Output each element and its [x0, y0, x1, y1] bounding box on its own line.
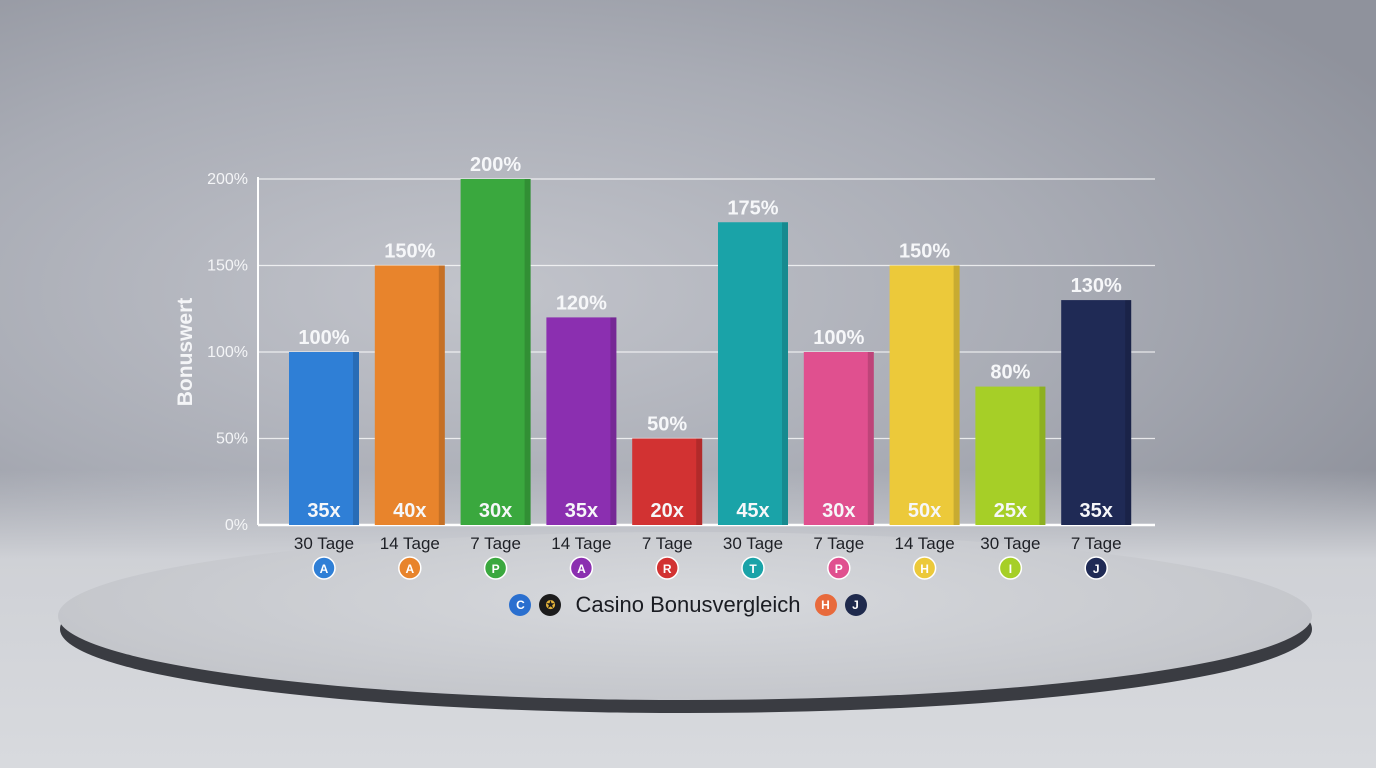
wagering-label: 50x: [908, 500, 941, 522]
bar: [374, 265, 445, 525]
x-tick-label: 7 Tage: [813, 534, 864, 553]
category-badge-icon: [655, 556, 679, 580]
bar-shade: [953, 265, 960, 525]
y-tick-label: 100%: [207, 344, 248, 361]
category-badge-label: J: [1093, 562, 1100, 576]
casino-c-logo-icon: C: [509, 594, 532, 616]
bar-shade: [696, 438, 703, 525]
category-badge-icon: [483, 556, 508, 580]
bar: [803, 352, 874, 525]
y-tick-label: 200%: [207, 171, 248, 188]
coin-logo-icon: ✪: [539, 594, 562, 616]
x-tick-label: 30 Tage: [294, 534, 354, 553]
category-badge-label: H: [920, 562, 929, 576]
category-badge-icon: [998, 556, 1023, 580]
category-badge-label: A: [320, 562, 329, 576]
value-label: 150%: [899, 241, 950, 263]
y-tick-label: 0%: [225, 517, 248, 534]
value-label: 150%: [384, 241, 435, 263]
wagering-label: 35x: [565, 500, 598, 522]
h-logo-icon: H: [814, 594, 837, 616]
y-tick-label: 150%: [207, 258, 248, 275]
wagering-label: 40x: [393, 500, 426, 522]
wagering-label: 30x: [479, 500, 512, 522]
bar-shade: [610, 317, 617, 525]
bar: [975, 386, 1046, 525]
bar-shade: [1125, 300, 1132, 525]
category-badge-icon: [741, 556, 765, 580]
x-tick-label: 14 Tage: [380, 534, 440, 553]
category-badge-icon: [398, 556, 422, 580]
value-label: 120%: [556, 292, 607, 314]
bar: [718, 222, 788, 525]
bar: [546, 317, 617, 525]
category-badge-icon: [1084, 556, 1108, 580]
x-tick-label: 14 Tage: [551, 534, 611, 553]
wagering-label: 30x: [822, 500, 855, 522]
wagering-label: 45x: [736, 500, 769, 522]
bar-shade: [782, 222, 788, 525]
category-badge-label: I: [1009, 562, 1012, 576]
category-badge-label: A: [577, 562, 586, 576]
bar-shade: [353, 352, 359, 525]
bar-shade: [438, 265, 445, 525]
chart-title: Casino Bonusvergleich: [575, 592, 801, 617]
category-badge-label: R: [663, 562, 672, 576]
wagering-label: 20x: [651, 500, 684, 522]
value-label: 130%: [1071, 275, 1122, 297]
bar: [889, 265, 960, 525]
bar: [289, 352, 359, 525]
bar: [1061, 300, 1132, 525]
value-label: 50%: [647, 414, 687, 436]
wagering-label: 35x: [307, 500, 340, 522]
value-label: 80%: [990, 362, 1030, 384]
bar-shade: [1039, 386, 1046, 525]
category-badge-icon: [912, 556, 937, 580]
chart-title-row: C ✪ Casino Bonusvergleich H J: [0, 590, 1376, 620]
category-badge-label: P: [492, 562, 500, 576]
bar: [632, 438, 703, 525]
wagering-label: 35x: [1080, 500, 1113, 522]
value-label: 200%: [470, 154, 521, 176]
x-tick-label: 7 Tage: [470, 534, 521, 553]
x-tick-label: 14 Tage: [894, 534, 954, 553]
x-tick-label: 30 Tage: [980, 534, 1040, 553]
category-badge-label: A: [405, 562, 414, 576]
value-label: 100%: [298, 327, 349, 349]
category-badge-icon: [312, 556, 336, 580]
wagering-label: 25x: [994, 500, 1027, 522]
bar: [460, 179, 531, 525]
category-badge-label: T: [749, 562, 757, 576]
y-tick-label: 50%: [216, 431, 248, 448]
y-axis-label: Bonuswert: [174, 298, 197, 407]
x-tick-label: 7 Tage: [1071, 534, 1122, 553]
j-logo-icon: J: [844, 594, 867, 616]
x-tick-label: 30 Tage: [723, 534, 783, 553]
bar-shade: [524, 179, 531, 525]
x-tick-label: 7 Tage: [642, 534, 693, 553]
bar-shade: [867, 352, 874, 525]
value-label: 100%: [813, 327, 864, 349]
category-badge-icon: [827, 556, 851, 580]
category-badge-label: P: [835, 562, 843, 576]
category-badge-icon: [569, 556, 594, 580]
value-label: 175%: [727, 197, 778, 219]
